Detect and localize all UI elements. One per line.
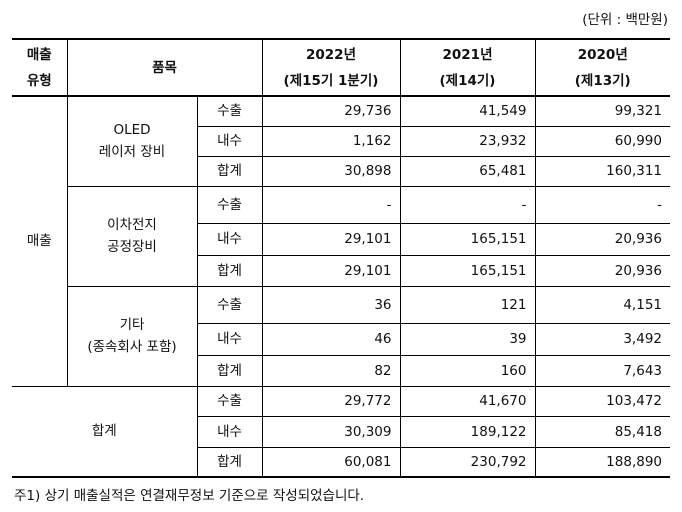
kind-cell: 합계 [197, 254, 263, 287]
value-cell: 4,151 [534, 285, 670, 324]
kind-cell: 수출 [196, 185, 263, 224]
type-cell: 합계 [12, 385, 198, 478]
table-row: 내수 46 39 3,492 [12, 322, 670, 356]
value-cell: 7,643 [534, 354, 670, 387]
value-cell: 65,481 [399, 155, 536, 187]
table-row: 매출 OLED 레이저 장비 수출 29,736 41,549 99,321 [12, 95, 670, 387]
cell-line: 공정장비 [107, 239, 157, 255]
value-cell: 85,418 [534, 415, 670, 448]
value-cell: 30,898 [261, 155, 401, 187]
value-cell: 188,890 [534, 446, 670, 478]
table-row: 합계 60,081 230,792 188,890 [12, 446, 670, 478]
table-row: 내수 29,101 165,151 20,936 [12, 222, 670, 256]
value-cell: - [534, 185, 670, 224]
table-row: 합계 29,101 165,151 20,936 [12, 254, 670, 287]
value-cell: 29,101 [261, 222, 401, 256]
kind-cell: 내수 [197, 322, 263, 356]
type-cell: 매출 [12, 95, 68, 387]
header-cell: 2022년 (제15기 1분기) [261, 38, 401, 97]
value-cell: 230,792 [399, 446, 536, 478]
sales-table: 매출 유형 품목 2022년 (제15기 1분기) 2021년 (제14기) 2020년 (제1… [12, 38, 670, 478]
value-cell: 30,309 [261, 415, 401, 448]
table-row: 기타 (종속회사 포함) 수출 36 121 4,151 [12, 285, 670, 387]
value-cell: 20,936 [534, 254, 670, 287]
value-cell: 3,492 [534, 322, 670, 356]
value-cell: 23,932 [399, 125, 536, 157]
value-cell: 189,122 [399, 415, 536, 448]
value-cell: 29,736 [261, 95, 401, 127]
cell-line: 2021년 [442, 46, 493, 63]
kind-cell: 합계 [197, 155, 263, 187]
value-cell: 41,670 [399, 385, 536, 417]
cell-line: (제14기) [439, 72, 496, 89]
value-cell: 160 [399, 354, 536, 387]
table-row: 합계 수출 29,772 41,670 103,472 [12, 385, 670, 478]
value-cell: 165,151 [399, 254, 536, 287]
cell-line: 2020년 [577, 46, 628, 63]
kind-cell: 수출 [196, 95, 263, 127]
value-cell: 29,772 [261, 385, 401, 417]
header-cell: 2021년 (제14기) [399, 38, 536, 97]
cell-line: OLED [113, 122, 151, 139]
cell-line: 기타 [119, 317, 145, 333]
value-cell: 1,162 [261, 125, 401, 157]
cell-line: 2022년 [306, 46, 356, 63]
kind-cell: 합계 [197, 354, 263, 387]
value-cell: 165,151 [399, 222, 536, 256]
value-cell: - [261, 185, 401, 224]
value-cell: 82 [261, 354, 401, 387]
table-row: 이차전지 공정장비 수출 - - - [12, 185, 670, 287]
value-cell: 46 [261, 322, 401, 356]
table-row: 합계 30,898 65,481 160,311 [12, 155, 670, 187]
cell-line: (제13기) [574, 72, 631, 89]
kind-cell: 내수 [197, 125, 263, 157]
kind-cell: 수출 [196, 385, 263, 417]
value-cell: 99,321 [534, 95, 670, 127]
kind-cell: 합계 [197, 446, 263, 478]
cell-line: 이차전지 [107, 217, 157, 233]
footnote: 주1) 상기 매출실적은 연결재무정보 기준으로 작성되었습니다. [14, 488, 365, 504]
kind-cell: 내수 [197, 222, 263, 256]
value-cell: - [399, 185, 536, 224]
cell-line: (종속회사 포함) [87, 339, 177, 355]
cell-line: 매출 [26, 46, 52, 63]
cell-line: 레이저 장비 [98, 144, 166, 161]
value-cell: 41,549 [399, 95, 536, 127]
header-cell: 2020년 (제13기) [534, 38, 670, 97]
value-cell: 20,936 [534, 222, 670, 256]
value-cell: 160,311 [534, 155, 670, 187]
value-cell: 60,081 [261, 446, 401, 478]
value-cell: 36 [261, 285, 401, 324]
cell-line: 유형 [26, 72, 52, 89]
kind-cell: 내수 [197, 415, 263, 448]
value-cell: 29,101 [261, 254, 401, 287]
item-cell: 기타 (종속회사 포함) [67, 285, 198, 387]
kind-cell: 수출 [196, 285, 263, 324]
item-cell: OLED 레이저 장비 [66, 95, 198, 187]
value-cell: 103,472 [534, 385, 670, 417]
header-cell: 품목 [66, 38, 263, 97]
value-cell: 60,990 [534, 125, 670, 157]
cell-line: (제15기 1분기) [283, 72, 379, 89]
header-row: 매출 유형 품목 2022년 (제15기 1분기) 2021년 (제14기) 2020년 (제1… [12, 38, 670, 97]
value-cell: 39 [399, 322, 536, 356]
unit-note: (단위 : 백만원) [582, 12, 668, 28]
value-cell: 121 [399, 285, 536, 324]
